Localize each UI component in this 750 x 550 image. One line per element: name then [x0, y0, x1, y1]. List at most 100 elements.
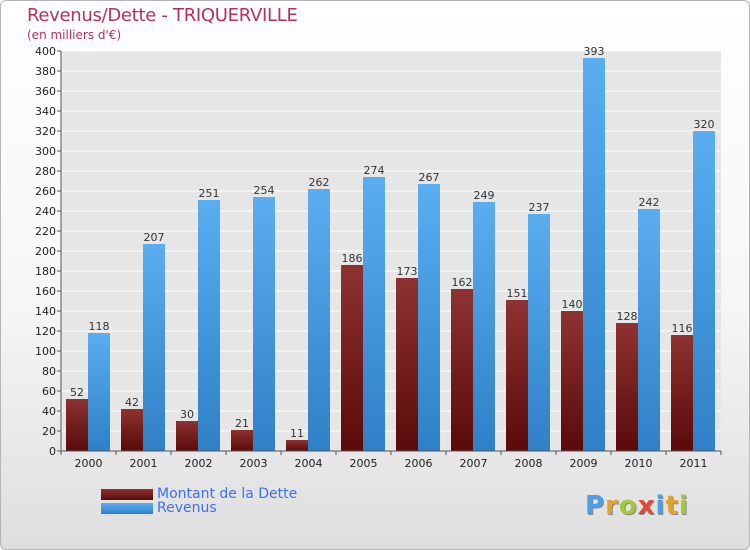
- chart-title: Revenus/Dette - TRIQUERVILLE: [27, 5, 298, 26]
- y-tick-label: 80: [42, 365, 56, 378]
- data-label-debt: 11: [290, 427, 304, 440]
- y-tick-label: 20: [42, 425, 56, 438]
- y-tick-label: 120: [35, 325, 56, 338]
- chart-subtitle: (en milliers d'€): [27, 28, 122, 42]
- logo-letter: i: [655, 491, 666, 521]
- logo-letter: i: [678, 491, 689, 521]
- data-label-debt: 151: [507, 287, 528, 300]
- y-tick-label: 340: [35, 105, 56, 118]
- bar-revenue: [583, 58, 605, 451]
- y-tick-label: 100: [35, 345, 56, 358]
- x-tick-label: 2007: [460, 457, 488, 470]
- data-label-revenue: 262: [309, 176, 330, 189]
- y-tick-label: 180: [35, 265, 56, 278]
- legend-swatch-debt: [101, 489, 153, 500]
- x-tick-label: 2001: [130, 457, 158, 470]
- logo-letter: t: [665, 491, 679, 521]
- x-tick-label: 2005: [350, 457, 378, 470]
- y-tick-label: 140: [35, 305, 56, 318]
- x-tick-label: 2000: [75, 457, 103, 470]
- bar-revenue: [638, 209, 660, 451]
- bar-debt: [341, 265, 363, 451]
- y-tick-label: 400: [35, 45, 56, 58]
- bar-debt: [451, 289, 473, 451]
- data-labels: 52 118 42 207 30 251 21 254 11 262 186 274 173 267 162…: [70, 45, 715, 440]
- y-tick-label: 280: [35, 165, 56, 178]
- legend-swatch-revenue: [101, 503, 153, 514]
- axes: 0 20 40 60 80 100 120 140 160 180 200 220 240 260 280 3…: [35, 45, 722, 470]
- data-label-debt: 21: [235, 417, 249, 430]
- data-label-revenue: 320: [694, 118, 715, 131]
- x-tick-label: 2002: [185, 457, 213, 470]
- logo-letter: r: [605, 491, 619, 521]
- bar-revenue: [198, 200, 220, 451]
- bar-debt: [286, 440, 308, 451]
- bars: [66, 58, 715, 451]
- data-label-debt: 186: [342, 252, 363, 265]
- x-tick-label: 2004: [295, 457, 323, 470]
- y-tick-label: 240: [35, 205, 56, 218]
- y-tick-label: 260: [35, 185, 56, 198]
- bar-revenue: [88, 333, 110, 451]
- bar-debt: [506, 300, 528, 451]
- x-tick-label: 2010: [625, 457, 653, 470]
- data-label-debt: 140: [562, 298, 583, 311]
- data-label-revenue: 207: [144, 231, 165, 244]
- data-label-revenue: 118: [89, 320, 110, 333]
- x-tick-label: 2003: [240, 457, 268, 470]
- data-label-revenue: 237: [529, 201, 550, 214]
- data-label-debt: 116: [672, 322, 693, 335]
- bar-debt: [616, 323, 638, 451]
- bar-debt: [396, 278, 418, 451]
- y-tick-label: 200: [35, 245, 56, 258]
- y-tick-label: 0: [49, 445, 56, 458]
- bar-revenue: [253, 197, 275, 451]
- bar-revenue: [418, 184, 440, 451]
- legend-label-revenue: Revenus: [157, 500, 217, 516]
- data-label-revenue: 393: [584, 45, 605, 58]
- data-label-revenue: 242: [639, 196, 660, 209]
- y-tick-label: 40: [42, 405, 56, 418]
- bar-debt: [561, 311, 583, 451]
- bar-revenue: [473, 202, 495, 451]
- data-label-debt: 42: [125, 396, 139, 409]
- data-label-revenue: 267: [419, 171, 440, 184]
- proxiti-logo: Proxiti: [585, 491, 689, 521]
- bar-debt: [121, 409, 143, 451]
- y-tick-label: 220: [35, 225, 56, 238]
- y-tick-label: 320: [35, 125, 56, 138]
- bar-revenue: [693, 131, 715, 451]
- data-label-revenue: 254: [254, 184, 275, 197]
- x-tick-label: 2008: [515, 457, 543, 470]
- bar-debt: [671, 335, 693, 451]
- y-tick-label: 300: [35, 145, 56, 158]
- logo-letter: o: [618, 491, 638, 521]
- data-label-debt: 162: [452, 276, 473, 289]
- y-tick-label: 360: [35, 85, 56, 98]
- bar-debt: [66, 399, 88, 451]
- data-label-revenue: 274: [364, 164, 385, 177]
- bar-revenue: [308, 189, 330, 451]
- data-label-debt: 52: [70, 386, 84, 399]
- data-label-debt: 173: [397, 265, 418, 278]
- y-tick-label: 380: [35, 65, 56, 78]
- data-label-revenue: 251: [199, 187, 220, 200]
- bar-revenue: [363, 177, 385, 451]
- logo-letter: x: [637, 491, 656, 521]
- bar-revenue: [528, 214, 550, 451]
- data-label-debt: 128: [617, 310, 638, 323]
- x-tick-label: 2009: [570, 457, 598, 470]
- data-label-revenue: 249: [474, 189, 495, 202]
- bar-revenue: [143, 244, 165, 451]
- x-tick-label: 2006: [405, 457, 433, 470]
- y-tick-label: 60: [42, 385, 56, 398]
- x-tick-label: 2011: [680, 457, 708, 470]
- legend-label-debt: Montant de la Dette: [157, 486, 298, 502]
- grid-lines: [61, 50, 721, 432]
- logo-letter: P: [585, 491, 606, 521]
- y-tick-label: 160: [35, 285, 56, 298]
- bar-debt: [231, 430, 253, 451]
- bar-debt: [176, 421, 198, 451]
